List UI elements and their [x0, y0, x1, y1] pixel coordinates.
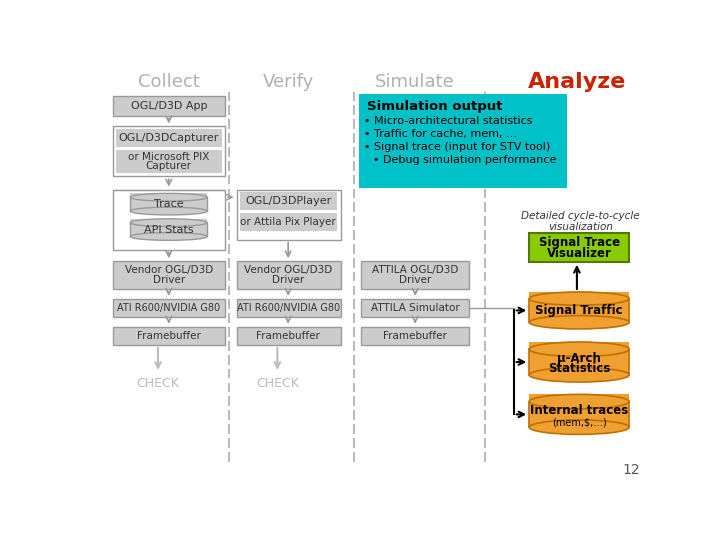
Bar [130, 193, 207, 211]
Text: or Attila Pix Player: or Attila Pix Player [240, 217, 336, 227]
Text: Verify: Verify [263, 73, 314, 91]
Bar [240, 213, 338, 231]
Text: OGL/D3D App: OGL/D3D App [130, 100, 207, 111]
Text: Framebuffer: Framebuffer [256, 331, 320, 341]
Text: (mem,$,…): (mem,$,…) [552, 417, 606, 427]
Text: API Stats: API Stats [144, 225, 194, 234]
Text: CHECK: CHECK [137, 377, 179, 390]
Bar [529, 394, 629, 427]
Text: OGL/D3DCapturer: OGL/D3DCapturer [119, 133, 219, 143]
Bar [113, 299, 225, 318]
Text: Capturer: Capturer [145, 161, 192, 171]
Bar [361, 327, 469, 345]
Text: Signal Trace: Signal Trace [539, 236, 620, 249]
Bar [529, 292, 629, 322]
Ellipse shape [130, 219, 207, 227]
Text: or Microsoft PIX: or Microsoft PIX [128, 152, 210, 162]
Bar [117, 129, 222, 147]
Ellipse shape [130, 193, 207, 201]
Ellipse shape [529, 292, 629, 305]
Bar [113, 261, 225, 289]
Text: Simulate: Simulate [375, 73, 455, 91]
Bar [529, 233, 629, 262]
Bar [113, 190, 225, 249]
Text: • Micro-architectural statistics: • Micro-architectural statistics [364, 116, 532, 126]
Text: Vendor OGL/D3D: Vendor OGL/D3D [244, 265, 332, 275]
Bar [130, 219, 207, 237]
Text: CHECK: CHECK [256, 377, 299, 390]
Bar [117, 150, 222, 173]
Bar [237, 327, 341, 345]
Text: Driver: Driver [399, 275, 431, 286]
Text: Simulation output: Simulation output [366, 100, 502, 113]
Ellipse shape [130, 233, 207, 240]
Text: ATTILA OGL/D3D: ATTILA OGL/D3D [372, 265, 459, 275]
Text: ATI R600/NVIDIA G80: ATI R600/NVIDIA G80 [237, 303, 340, 313]
Bar [359, 94, 567, 188]
Text: ATTILA Simulator: ATTILA Simulator [371, 303, 459, 313]
Text: Driver: Driver [153, 275, 185, 286]
Text: μ-Arch: μ-Arch [557, 352, 601, 365]
Ellipse shape [529, 342, 629, 356]
Text: 12: 12 [622, 463, 639, 477]
Text: Detailed cycle-to-cycle: Detailed cycle-to-cycle [521, 211, 640, 221]
Bar [361, 299, 469, 318]
Ellipse shape [130, 207, 207, 215]
Text: • Traffic for cache, mem, …: • Traffic for cache, mem, … [364, 129, 517, 139]
Text: • Signal trace (input for STV tool): • Signal trace (input for STV tool) [364, 142, 550, 152]
Bar [237, 299, 341, 318]
Text: Internal traces: Internal traces [530, 404, 629, 417]
Bar [113, 96, 225, 116]
Ellipse shape [529, 368, 629, 382]
Text: Visualizer: Visualizer [546, 247, 612, 260]
Bar [237, 190, 341, 240]
Bar [113, 327, 225, 345]
Text: Framebuffer: Framebuffer [383, 331, 447, 341]
Ellipse shape [529, 394, 629, 409]
Bar [240, 192, 338, 211]
Text: Statistics: Statistics [548, 362, 611, 375]
Ellipse shape [529, 315, 629, 329]
Text: Collect: Collect [138, 73, 199, 91]
Bar [237, 261, 341, 289]
Text: Vendor OGL/D3D: Vendor OGL/D3D [125, 265, 213, 275]
Text: Analyze: Analyze [528, 72, 626, 92]
Bar [113, 126, 225, 177]
Text: visualization: visualization [548, 221, 613, 232]
Bar [361, 261, 469, 289]
Ellipse shape [529, 420, 629, 434]
Text: ATI R600/NVIDIA G80: ATI R600/NVIDIA G80 [117, 303, 220, 313]
Bar [529, 342, 629, 375]
Text: Framebuffer: Framebuffer [137, 331, 201, 341]
Text: • Debug simulation performance: • Debug simulation performance [373, 156, 557, 165]
Text: Signal Traffic: Signal Traffic [536, 304, 623, 317]
Text: Trace: Trace [154, 199, 184, 209]
Text: OGL/D3DPlayer: OGL/D3DPlayer [245, 196, 331, 206]
Text: Driver: Driver [272, 275, 305, 286]
